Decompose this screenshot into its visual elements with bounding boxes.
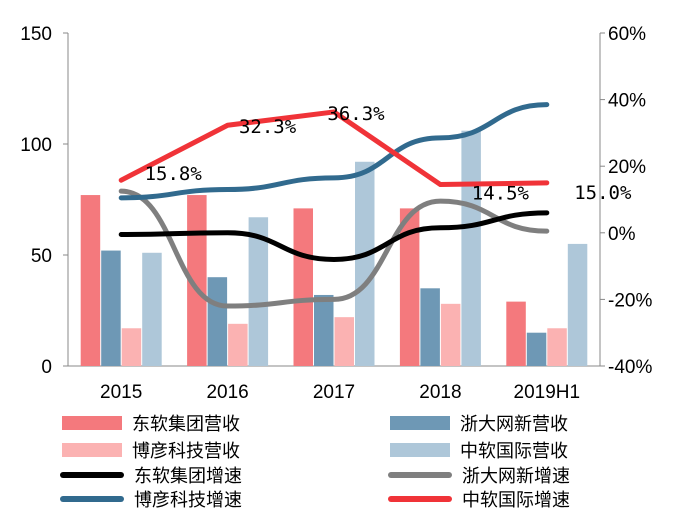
legend-item-dongruan-growth: 东软集团增速 — [60, 464, 242, 487]
legend-swatch-zheda-revenue — [390, 416, 450, 430]
bar — [506, 301, 526, 366]
x-tick-label: 2019H1 — [514, 382, 581, 403]
legend-line-zheda-growth — [388, 472, 452, 478]
bar — [101, 250, 121, 366]
left-tick-label: 0 — [41, 357, 52, 378]
right-tick-label: 20% — [608, 157, 646, 178]
legend-line-boyan-growth — [60, 496, 124, 502]
left-tick-label: 100 — [20, 135, 52, 156]
left-tick-label: 150 — [20, 24, 52, 45]
bar — [228, 323, 248, 366]
legend: 东软集团营收 浙大网新营收 博彦科技营收 中软国际营收 东软集团增速 浙大网新增… — [40, 412, 680, 524]
bar — [461, 130, 481, 366]
legend-label: 中软国际营收 — [460, 441, 568, 462]
lines — [118, 102, 550, 309]
bar — [420, 288, 440, 366]
right-tick-label: -20% — [608, 290, 652, 311]
legend-label: 东软集团营收 — [132, 414, 240, 435]
growth-line — [118, 188, 550, 309]
data-label: 32.3% — [239, 116, 297, 138]
bar — [121, 328, 142, 366]
growth-line — [118, 210, 550, 262]
annotations: 15.8% 32.3% 36.3% 14.5% 15.0% — [145, 103, 632, 205]
legend-item-zhongruan-growth: 中软国际增速 — [388, 488, 570, 511]
legend-line-zhongruan-growth — [388, 496, 452, 502]
legend-label: 博彦科技营收 — [132, 441, 240, 462]
legend-line-dongruan-growth — [60, 472, 124, 478]
legend-item-zheda-revenue: 浙大网新营收 — [390, 412, 568, 435]
right-tick-label: 60% — [608, 24, 646, 45]
legend-label: 浙大网新增速 — [462, 466, 570, 487]
x-tick-label: 2017 — [313, 382, 355, 403]
bar — [80, 195, 101, 366]
bars — [80, 130, 588, 366]
bar — [399, 208, 420, 366]
legend-item-boyan-growth: 博彦科技增速 — [60, 488, 242, 511]
legend-swatch-dongruan-revenue — [62, 416, 122, 430]
data-label: 15.8% — [145, 163, 203, 185]
data-label: 36.3% — [327, 103, 385, 125]
legend-item-zhongruan-revenue: 中软国际营收 — [390, 439, 568, 462]
legend-item-zheda-growth: 浙大网新增速 — [388, 464, 570, 487]
bar — [248, 217, 269, 366]
legend-label: 中软国际增速 — [462, 490, 570, 511]
bar — [293, 208, 313, 366]
x-tick-label: 2018 — [419, 382, 461, 403]
x-tick-label: 2015 — [100, 382, 142, 403]
bar — [440, 303, 461, 366]
chart: 0 50 100 150 -40% -20% 0% 20% 40% 60% 2015 2016 2017… — [20, 24, 652, 403]
right-tick-label: -40% — [608, 357, 652, 378]
right-tick-label: 40% — [608, 91, 646, 112]
bar — [547, 328, 567, 366]
bar — [314, 294, 334, 366]
left-tick-label: 50 — [31, 246, 52, 267]
data-label: 14.5% — [472, 183, 530, 205]
bar — [207, 277, 228, 366]
bar — [526, 332, 547, 366]
legend-item-dongruan-revenue: 东软集团营收 — [62, 412, 240, 435]
legend-label: 东软集团增速 — [134, 466, 242, 487]
bar — [334, 317, 354, 366]
legend-swatch-boyan-revenue — [62, 443, 122, 457]
legend-item-boyan-revenue: 博彦科技营收 — [62, 439, 240, 462]
legend-swatch-zhongruan-revenue — [390, 443, 450, 457]
growth-line-zhongruan — [118, 109, 550, 188]
axes: 0 50 100 150 -40% -20% 0% 20% 40% 60% 2015 2016 2017… — [20, 24, 652, 403]
data-label: 15.0% — [574, 182, 632, 204]
bar — [355, 161, 375, 366]
legend-label: 浙大网新营收 — [460, 414, 568, 435]
legend-label: 博彦科技增速 — [134, 490, 242, 511]
right-tick-label: 0% — [608, 224, 636, 245]
bar — [567, 243, 588, 366]
x-tick-label: 2016 — [206, 382, 248, 403]
bar — [142, 252, 162, 366]
bar — [187, 195, 207, 366]
growth-line — [118, 102, 550, 201]
